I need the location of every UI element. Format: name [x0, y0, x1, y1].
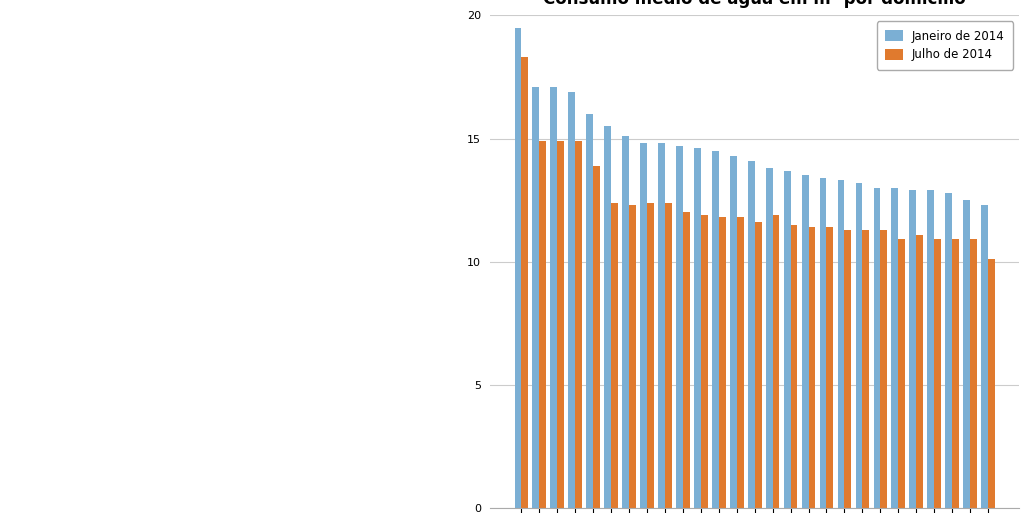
Bar	[809, 227, 815, 508]
Bar	[521, 57, 528, 508]
Bar	[647, 203, 653, 508]
Bar	[988, 259, 995, 508]
Bar	[916, 234, 923, 508]
Bar	[873, 188, 881, 508]
Bar	[952, 240, 958, 508]
Bar	[783, 170, 791, 508]
Bar	[557, 141, 564, 508]
Bar	[981, 205, 988, 508]
Bar	[945, 193, 952, 508]
Bar	[623, 136, 629, 508]
Bar	[892, 188, 898, 508]
Bar	[838, 181, 845, 508]
Bar	[676, 146, 683, 508]
Bar	[755, 222, 762, 508]
Bar	[970, 240, 977, 508]
Bar	[629, 205, 636, 508]
Bar	[551, 87, 557, 508]
Bar	[791, 225, 798, 508]
Bar	[730, 156, 736, 508]
Bar	[665, 203, 672, 508]
Bar	[773, 215, 779, 508]
Bar	[736, 218, 743, 508]
Bar	[540, 141, 546, 508]
Bar	[712, 151, 719, 508]
Bar	[845, 230, 851, 508]
Bar	[611, 203, 617, 508]
Bar	[934, 240, 941, 508]
Bar	[802, 175, 809, 508]
Bar	[748, 161, 755, 508]
Bar	[719, 218, 726, 508]
Bar	[568, 92, 575, 508]
Bar	[694, 148, 700, 508]
Bar	[826, 227, 834, 508]
Bar	[514, 28, 521, 508]
Bar	[766, 168, 773, 508]
Bar	[909, 190, 916, 508]
Bar	[683, 212, 690, 508]
Title: Consumo médio de água em m³ por domicílio: Consumo médio de água em m³ por domicíli…	[544, 0, 966, 8]
Bar	[819, 178, 826, 508]
Bar	[862, 230, 869, 508]
Bar	[604, 126, 611, 508]
Bar	[964, 200, 970, 508]
Bar	[575, 141, 582, 508]
Bar	[700, 215, 708, 508]
Bar	[881, 230, 887, 508]
Bar	[532, 87, 540, 508]
Bar	[593, 166, 600, 508]
Legend: Janeiro de 2014, Julho de 2014: Janeiro de 2014, Julho de 2014	[877, 22, 1013, 70]
Bar	[640, 144, 647, 508]
Bar	[898, 240, 905, 508]
Bar	[856, 183, 862, 508]
Bar	[658, 144, 665, 508]
Bar	[928, 190, 934, 508]
Bar	[587, 114, 593, 508]
